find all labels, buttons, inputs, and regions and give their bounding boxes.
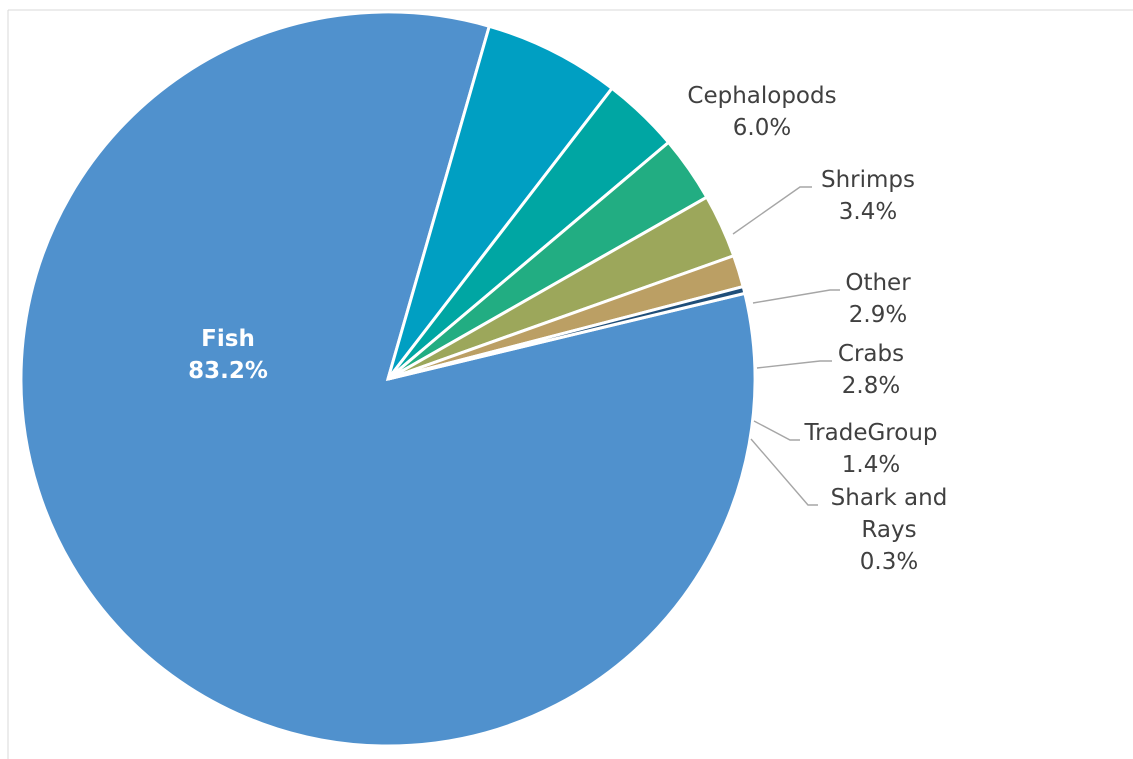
leader-line-shrimps [732, 186, 812, 235]
pie-slice-cephalopods [386, 24, 615, 380]
slice-name: Other [845, 270, 911, 296]
slice-percent: 1.4% [842, 452, 900, 478]
leader-lines [732, 186, 840, 506]
slice-percent: 0.3% [860, 549, 918, 575]
slice-name: Cephalopods [687, 83, 836, 109]
slice-name: TradeGroup [804, 420, 938, 446]
leader-line-shark-and-rays [750, 438, 818, 506]
slice-label-other: Other 2.9% [845, 270, 911, 328]
slice-name: Crabs [838, 341, 904, 367]
slice-label-tradegroup: TradeGroup 1.4% [804, 420, 938, 478]
slice-percent: 6.0% [733, 115, 791, 141]
slice-labels: Fish 83.2% Cephalopods 6.0% Shrimps 3.4% Other… [188, 83, 947, 575]
slice-percent: 3.4% [839, 199, 897, 225]
leader-line-tradegroup [753, 420, 800, 441]
slice-name: Fish [201, 326, 255, 352]
slice-name: Rays [861, 517, 916, 543]
slice-label-shrimps: Shrimps 3.4% [821, 167, 915, 225]
pie-slices [19, 10, 757, 748]
leader-line-crabs [756, 360, 832, 369]
slice-name: Shrimps [821, 167, 915, 193]
slice-label-cephalopods: Cephalopods 6.0% [687, 83, 836, 141]
slice-percent: 2.8% [842, 373, 900, 399]
slice-label-crabs: Crabs 2.8% [838, 341, 904, 399]
slice-percent: 83.2% [188, 358, 268, 384]
slice-label-fish: Fish 83.2% [188, 326, 268, 384]
slice-name: Shark and [831, 485, 948, 511]
slice-percent: 2.9% [849, 302, 907, 328]
slice-label-shark-and-rays: Shark and Rays 0.3% [831, 485, 948, 575]
pie-slice-shark-and-rays [387, 284, 747, 381]
leader-line-other [752, 289, 840, 304]
